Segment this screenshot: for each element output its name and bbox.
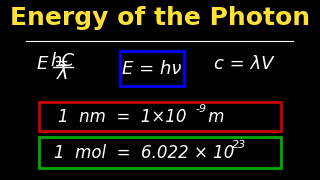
Text: -9: -9 [195, 104, 206, 114]
Text: 1  nm  =  1×10: 1 nm = 1×10 [58, 108, 187, 126]
Text: hC: hC [50, 52, 74, 70]
Text: 23: 23 [232, 140, 247, 150]
Text: c = λV: c = λV [213, 55, 273, 73]
Text: E = hν: E = hν [122, 60, 182, 78]
Text: E =: E = [37, 55, 75, 73]
Text: Energy of the Photon: Energy of the Photon [10, 6, 310, 30]
Text: 1  mol  =  6.022 × 10: 1 mol = 6.022 × 10 [54, 144, 235, 162]
Text: λ: λ [57, 64, 68, 83]
Text: m: m [203, 108, 224, 126]
